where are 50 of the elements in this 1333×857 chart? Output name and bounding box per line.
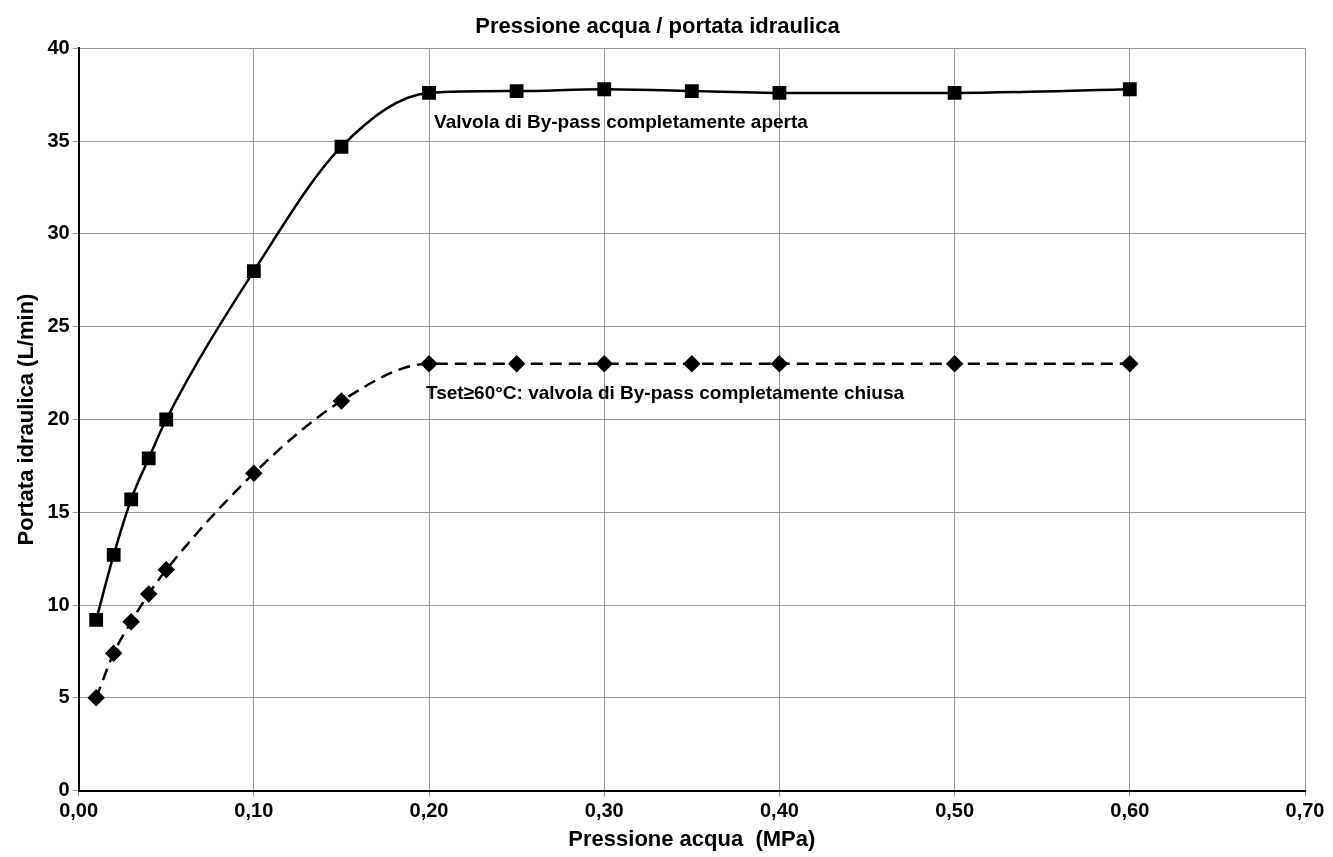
x-tick-label: 0,40 [759,799,799,822]
point [140,585,157,603]
annotation: Tset≥60°C: valvola di By-pass completamente chiusa [426,382,905,404]
point [157,561,175,579]
y-tick-label: 25 [47,314,70,337]
x-tick-label: 0,00 [59,799,99,822]
y-tick-label: 40 [47,35,70,58]
y-axis-title: Portata idraulica (L/min) [13,293,39,546]
point [87,689,105,707]
x-tick-label: 0,10 [234,799,274,822]
point [89,612,104,627]
x-tick-label: 0,50 [935,799,975,822]
annotation: Valvola di By-pass completamente aperta [434,111,809,133]
point [245,465,263,482]
point [1121,355,1139,373]
x-axis-title: Pressione acqua (MPa) [568,825,816,851]
point [771,355,788,373]
point [595,355,613,373]
point [772,86,787,100]
y-tick-label: 10 [47,592,70,615]
point [683,355,701,373]
point [124,492,139,507]
point [509,84,524,98]
point [684,84,699,98]
point [105,645,122,662]
point [141,451,156,466]
point [333,392,350,410]
point [122,613,140,630]
point [422,86,436,100]
point [947,86,962,100]
x-tick-label: 0,30 [584,799,624,822]
point [246,264,261,278]
y-tick-label: 0 [58,778,70,801]
chart-title: Pressione acqua / portata idraulica [475,13,841,39]
point [597,82,612,97]
y-tick-label: 30 [47,221,70,244]
y-tick-label: 20 [47,407,70,430]
y-tick-label: 35 [47,128,70,151]
x-tick-label: 0,70 [1285,799,1325,822]
point [106,548,121,562]
point [159,412,174,427]
point [420,355,438,373]
y-tick-label: 15 [47,499,70,522]
point [334,139,349,154]
y-tick-label: 5 [58,685,70,708]
point [946,355,963,373]
x-tick-label: 0,20 [409,799,449,822]
point [1122,82,1137,97]
point [508,355,525,373]
x-tick-label: 0,60 [1110,799,1150,822]
